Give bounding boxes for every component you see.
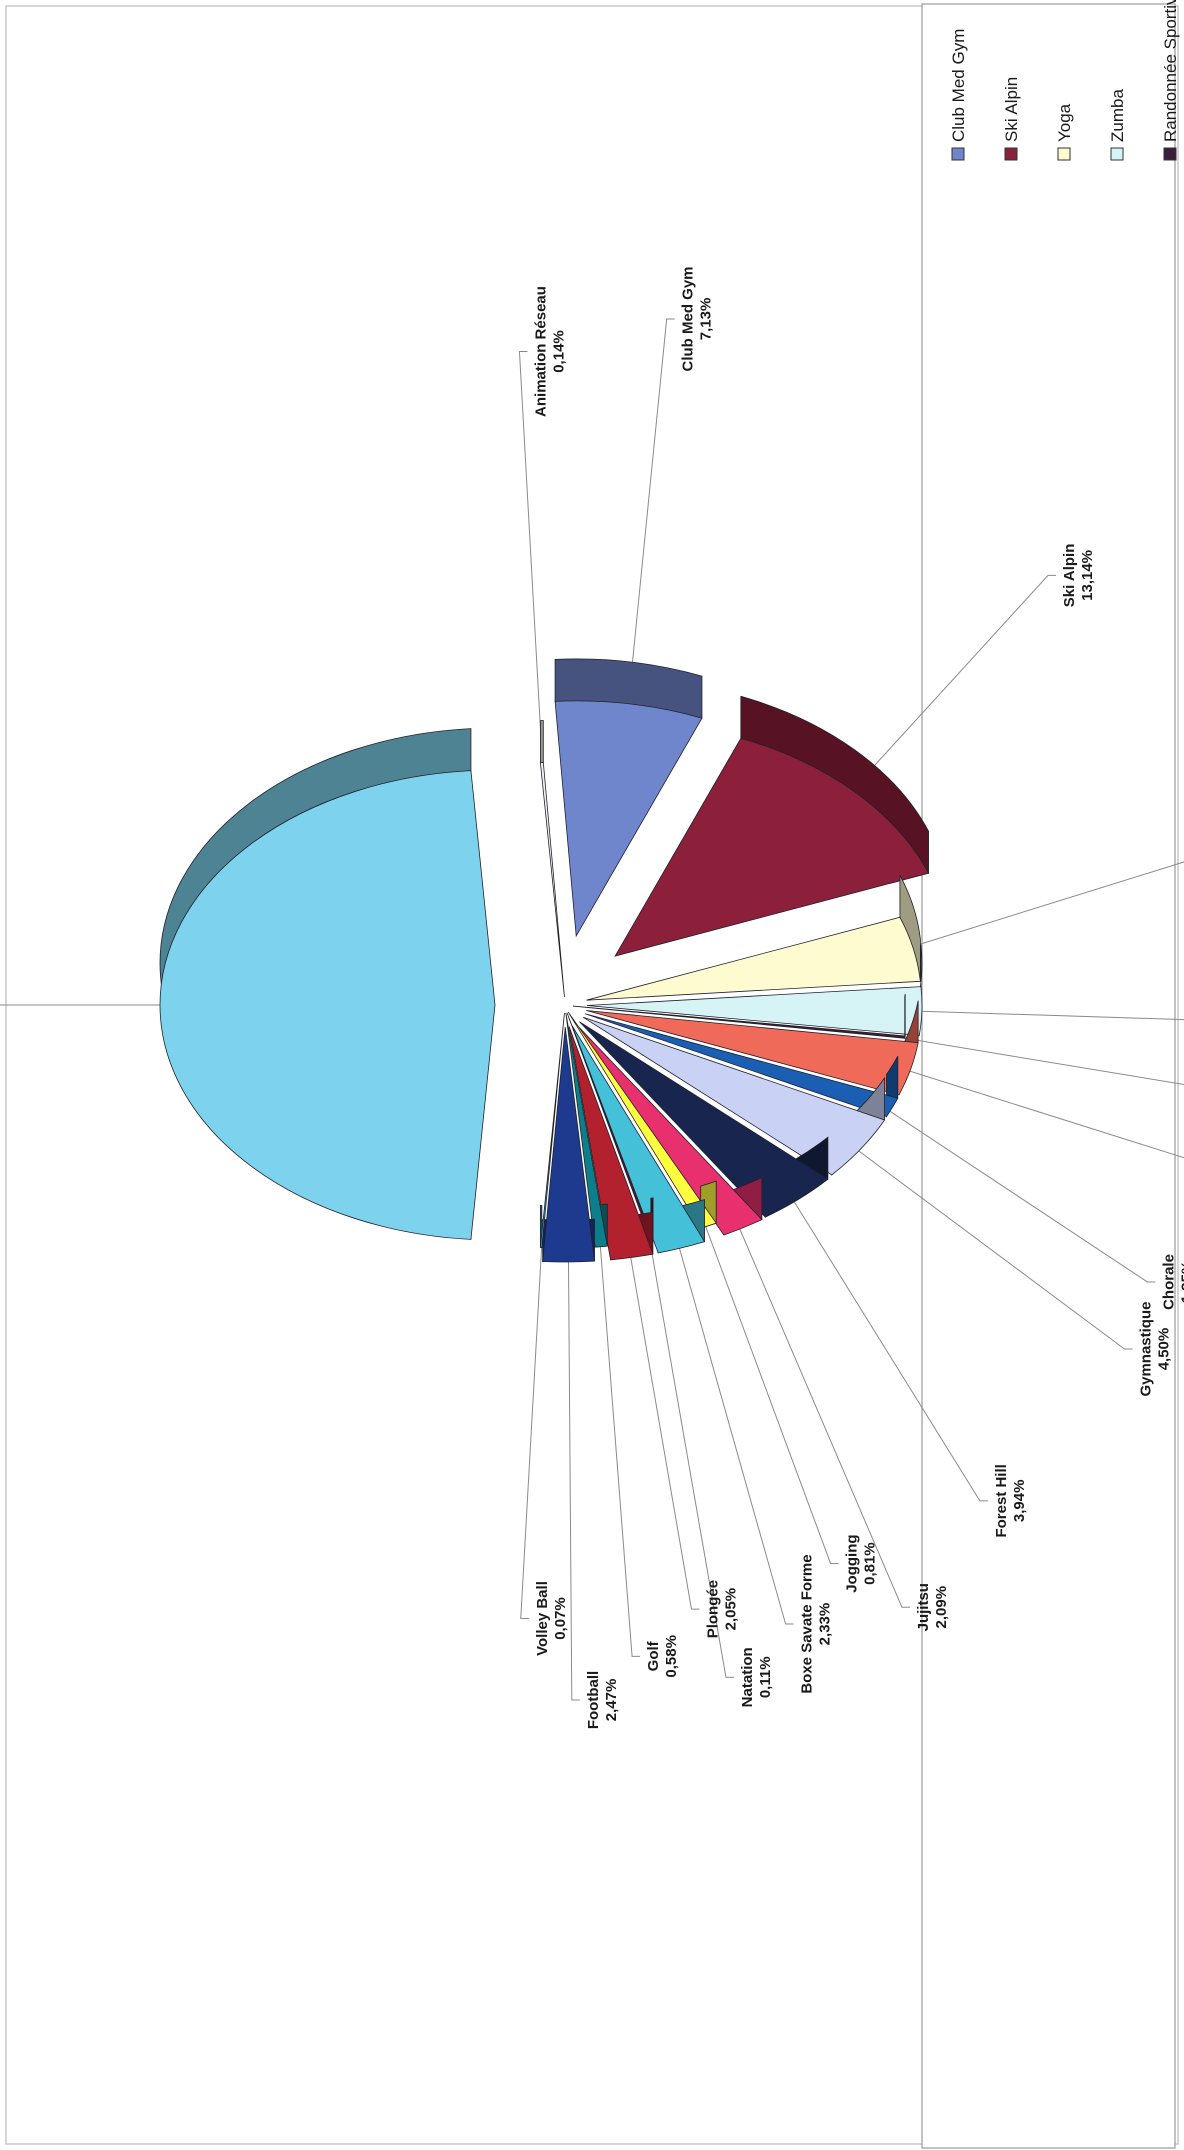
- slice-label-football: Football: [585, 1671, 602, 1729]
- leader-animation-reseau: [518, 350, 544, 775]
- leader-cuisses-abdos-fessiers: [894, 1065, 1184, 1170]
- slice-plongee: [568, 1026, 654, 1261]
- legend-swatch-yoga: [1057, 147, 1071, 161]
- leader-yoga: [896, 861, 1184, 952]
- slice-football: [542, 1026, 595, 1263]
- slice-volley-ball: [539, 1012, 565, 1248]
- slice-label-gymnastique: Gymnastique: [1138, 1302, 1155, 1397]
- slice-value-forest-hill: 3,94%: [1011, 1480, 1028, 1523]
- slice-side-animation-reseau: [539, 720, 544, 764]
- legend-swatch-club-med-gym: [951, 147, 965, 161]
- legend-swatch-zumba: [1110, 147, 1124, 161]
- slice-label-chorale: Chorale: [1160, 1254, 1177, 1310]
- slice-label-club-med-gym: Club Med Gym: [680, 266, 697, 371]
- slice-label-jujitsu: Jujitsu: [915, 1583, 932, 1631]
- legend: Club Med Gym Ski Alpin Yoga Zumba Randonnée …: [949, 0, 1180, 161]
- slice-value-plongee: 2,05%: [722, 1588, 739, 1631]
- leader-forest-hill: [786, 1190, 988, 1502]
- leader-lines: [0, 318, 1184, 1701]
- slice-reseau: [159, 770, 496, 1240]
- slice-value-gymnastique: 4,50%: [1156, 1328, 1173, 1371]
- leader-ski-alpin: [842, 574, 1057, 801]
- slice-label-boxe-savate-forme: Boxe Savate Forme: [799, 1554, 816, 1693]
- pie-slices: [159, 658, 930, 1263]
- leader-football: [567, 1250, 580, 1701]
- leader-jujitsu: [734, 1217, 910, 1608]
- leader-natation: [647, 1228, 734, 1678]
- slice-label-natation: Natation: [739, 1647, 756, 1707]
- slice-label-ski-alpin: Ski Alpin: [1061, 544, 1078, 608]
- slice-forest-hill: [579, 1021, 829, 1218]
- legend-label-ski-alpin: Ski Alpin: [1002, 77, 1021, 142]
- slice-animation-reseau: [539, 762, 565, 998]
- slice-label-jogging: Jogging: [844, 1534, 861, 1592]
- legend-swatch-randonnee-sportive: [1163, 147, 1177, 161]
- slice-randonnee-sportive: [572, 1005, 906, 1039]
- slice-yoga: [586, 916, 921, 1001]
- leader-randonnee-sportive: [888, 1035, 1184, 1087]
- slice-value-volley-ball: 0,07%: [552, 1597, 569, 1640]
- slice-value-jujitsu: 2,09%: [933, 1586, 950, 1629]
- slice-value-natation: 0,11%: [757, 1656, 774, 1698]
- slice-label-golf: Golf: [645, 1640, 662, 1671]
- leader-plongee: [628, 1245, 700, 1610]
- leader-gymnastique: [846, 1141, 1133, 1350]
- slice-value-club-med-gym: 7,13%: [698, 298, 715, 341]
- slice-ski-alpin: [614, 737, 930, 957]
- leader-chorale: [876, 1102, 1156, 1283]
- leader-volley-ball: [520, 1235, 543, 1620]
- slice-value-animation-reseau: 0,14%: [550, 330, 567, 373]
- legend-swatch-ski-alpin: [1004, 147, 1018, 161]
- leader-club-med-gym: [626, 318, 675, 716]
- slice-value-ski-alpin: 13,14%: [1079, 550, 1096, 601]
- legend-label-yoga: Yoga: [1055, 103, 1074, 142]
- slice-cuisses-abdos-fessiers: [586, 1010, 919, 1096]
- slice-label-volley-ball: Volley Ball: [534, 1581, 551, 1656]
- slice-golf: [565, 1012, 608, 1248]
- slice-club-med-gym: [554, 700, 703, 938]
- slice-boxe-savate-forme: [571, 1025, 706, 1254]
- leader-golf: [598, 1234, 641, 1657]
- slice-value-golf: 0,58%: [663, 1635, 680, 1678]
- legend-label-club-med-gym: Club Med Gym: [949, 29, 968, 142]
- leader-zumba: [905, 1010, 1184, 1022]
- slice-value-jogging: 0,81%: [862, 1542, 879, 1585]
- legend-box: [921, 3, 1176, 2149]
- slice-gymnastique: [583, 1016, 886, 1176]
- slice-value-boxe-savate-forme: 2,33%: [817, 1603, 834, 1646]
- slice-label-animation-reseau: Animation Réseau: [532, 286, 549, 417]
- slice-label-forest-hill: Forest Hill: [993, 1464, 1010, 1537]
- slice-chorale: [585, 1013, 899, 1117]
- leader-boxe-savate-forme: [675, 1236, 794, 1625]
- slice-zumba: [586, 986, 923, 1036]
- legend-label-zumba: Zumba: [1108, 89, 1127, 142]
- leader-jogging: [701, 1214, 839, 1565]
- legend-label-randonnee-sportive: Randonnée Sportive: [1161, 0, 1180, 142]
- slice-label-plongee: Plongée: [704, 1580, 721, 1638]
- slice-value-chorale: 1,35%: [1178, 1261, 1184, 1304]
- slice-value-football: 2,47%: [603, 1679, 620, 1722]
